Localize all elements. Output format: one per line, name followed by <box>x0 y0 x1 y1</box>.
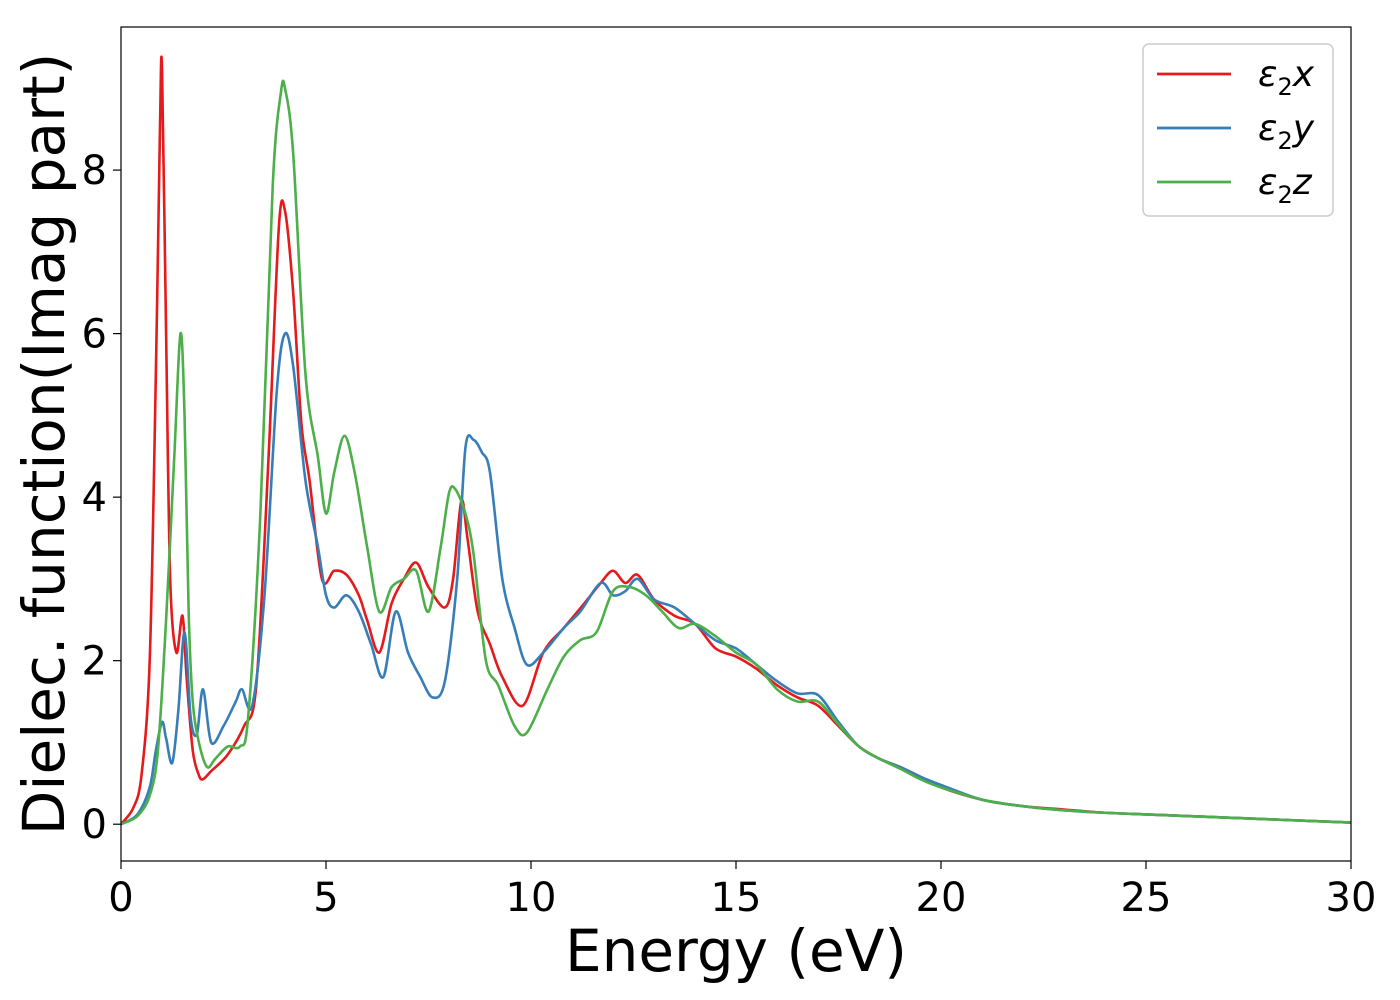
x-axis-title: Energy (eV) <box>565 917 907 985</box>
legend: ε2x ε2y ε2z <box>1142 43 1334 217</box>
y-tick-label: 4 <box>82 475 107 521</box>
x-tick-label: 15 <box>711 875 762 921</box>
y-axis: 0 2 4 6 8 <box>82 148 121 848</box>
legend-label-y: ε2y <box>1258 108 1315 155</box>
y-tick-label: 6 <box>82 312 107 358</box>
x-tick-label: 10 <box>506 875 557 921</box>
legend-label-z: ε2z <box>1258 162 1313 209</box>
x-tick-label: 5 <box>313 875 338 921</box>
x-axis: 0 5 10 15 20 25 30 <box>108 861 1376 921</box>
y-axis-title: Dielec. function(Imag part) <box>10 53 78 836</box>
series-layer <box>121 55 1351 826</box>
legend-box <box>1142 43 1334 217</box>
x-tick-label: 0 <box>108 875 133 921</box>
x-tick-label: 30 <box>1326 875 1377 921</box>
x-tick-label: 25 <box>1121 875 1172 921</box>
y-tick-label: 8 <box>82 148 107 194</box>
y-tick-label: 2 <box>82 639 107 685</box>
series-line-z <box>121 79 1351 826</box>
x-tick-label: 20 <box>916 875 967 921</box>
y-tick-label: 0 <box>82 802 107 848</box>
legend-label-x: ε2x <box>1258 54 1315 101</box>
